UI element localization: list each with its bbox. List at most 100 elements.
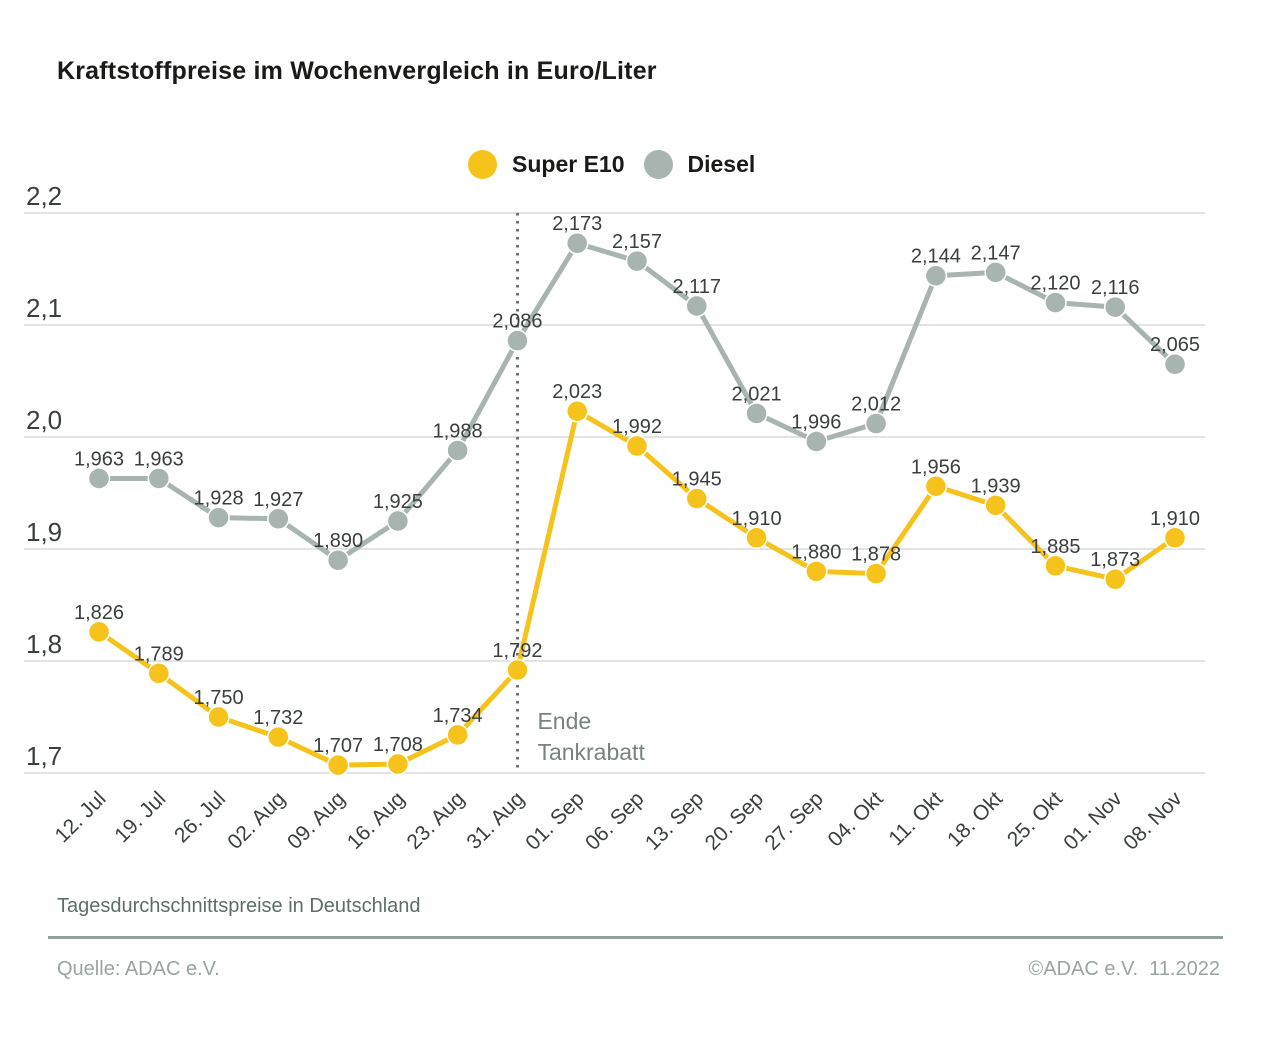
svg-text:1,927: 1,927 — [253, 489, 303, 511]
y-axis-tick-labels: 1,7 1,8 1,9 2,0 2,1 2,2 — [26, 181, 62, 771]
svg-text:2,021: 2,021 — [732, 383, 782, 405]
diesel-dot-icon — [643, 150, 673, 179]
data-point — [565, 231, 589, 255]
svg-text:13. Sep: 13. Sep — [641, 787, 708, 854]
svg-text:2,120: 2,120 — [1030, 273, 1080, 295]
svg-text:1,792: 1,792 — [492, 640, 542, 662]
svg-text:2,086: 2,086 — [492, 311, 542, 333]
data-point — [864, 412, 888, 435]
data-point — [147, 467, 171, 490]
svg-text:1,750: 1,750 — [194, 687, 244, 709]
data-point — [446, 439, 469, 462]
legend-item-diesel: Diesel — [643, 150, 756, 179]
data-point — [685, 487, 709, 510]
data-point — [1163, 526, 1187, 550]
svg-text:2,0: 2,0 — [26, 405, 62, 435]
data-point — [745, 402, 768, 425]
data-point — [267, 507, 290, 531]
data-point — [924, 264, 948, 287]
tankrabatt-annotation: Ende Tankrabatt — [537, 708, 645, 765]
svg-text:1,734: 1,734 — [433, 705, 483, 727]
svg-text:16. Aug: 16. Aug — [343, 787, 410, 854]
svg-text:1,956: 1,956 — [911, 456, 961, 478]
svg-text:01. Nov: 01. Nov — [1059, 787, 1127, 855]
svg-text:20. Sep: 20. Sep — [701, 787, 768, 854]
svg-text:1,707: 1,707 — [313, 735, 363, 757]
data-point — [207, 705, 230, 729]
svg-text:1,880: 1,880 — [791, 541, 841, 563]
svg-text:1,945: 1,945 — [672, 469, 722, 491]
legend-label-super-e10: Super E10 — [512, 151, 625, 177]
svg-text:2,023: 2,023 — [552, 381, 602, 403]
svg-text:2,157: 2,157 — [612, 231, 662, 253]
data-point — [326, 753, 350, 777]
svg-text:1,963: 1,963 — [74, 448, 124, 470]
svg-text:1,890: 1,890 — [313, 530, 363, 552]
svg-text:2,2: 2,2 — [26, 181, 62, 211]
svg-text:08. Nov: 08. Nov — [1119, 787, 1187, 855]
svg-text:1,992: 1,992 — [612, 416, 662, 438]
svg-text:2,117: 2,117 — [672, 276, 721, 298]
svg-text:02. Aug: 02. Aug — [223, 787, 290, 854]
chart-subtitle: Tagesdurchschnittspreise in Deutschland — [57, 895, 421, 917]
value-labels-diesel: 1,963 1,963 1,928 1,927 1,890 1,925 1,988 2,086… — [74, 213, 1200, 552]
svg-text:04. Okt: 04. Okt — [824, 787, 888, 851]
data-point — [267, 725, 290, 749]
footer-divider — [48, 936, 1223, 939]
data-point — [446, 723, 469, 747]
svg-text:2,012: 2,012 — [851, 394, 901, 416]
svg-text:1,996: 1,996 — [791, 411, 841, 433]
legend-item-super-e10: Super E10 — [468, 150, 625, 179]
page-title: Kraftstoffpreise im Wochenvergleich in E… — [57, 57, 657, 85]
svg-text:1,928: 1,928 — [194, 488, 244, 510]
data-point — [625, 249, 649, 273]
svg-text:1,963: 1,963 — [134, 448, 184, 470]
data-point — [386, 752, 410, 776]
svg-text:2,065: 2,065 — [1150, 334, 1200, 356]
data-point — [984, 494, 1007, 517]
svg-text:Tankrabatt: Tankrabatt — [537, 739, 645, 765]
svg-text:19. Jul: 19. Jul — [110, 787, 170, 847]
svg-text:1,878: 1,878 — [851, 544, 901, 566]
svg-text:06. Sep: 06. Sep — [581, 787, 648, 854]
svg-text:11. Okt: 11. Okt — [884, 787, 947, 850]
svg-text:26. Jul: 26. Jul — [170, 787, 230, 847]
data-point — [506, 658, 529, 682]
svg-text:1,8: 1,8 — [26, 629, 62, 659]
gridlines — [24, 212, 1205, 774]
svg-text:1,708: 1,708 — [373, 734, 423, 756]
svg-text:25. Okt: 25. Okt — [1003, 787, 1067, 851]
svg-text:2,1: 2,1 — [26, 293, 62, 323]
data-point — [984, 261, 1007, 284]
svg-text:1,988: 1,988 — [433, 420, 483, 442]
data-point — [805, 430, 828, 453]
data-point — [386, 509, 410, 533]
data-point — [565, 399, 589, 423]
svg-text:27. Sep: 27. Sep — [760, 787, 827, 854]
series-diesel — [87, 231, 1187, 572]
svg-text:1,9: 1,9 — [26, 517, 62, 547]
data-point — [864, 562, 888, 585]
super-e10-dot-icon — [468, 150, 497, 179]
svg-text:2,147: 2,147 — [971, 242, 1021, 264]
svg-text:2,173: 2,173 — [552, 213, 602, 235]
data-point — [625, 434, 649, 458]
svg-text:23. Aug: 23. Aug — [403, 787, 470, 854]
source-note: Quelle: ADAC e.V. — [57, 958, 220, 980]
copyright-note: ©ADAC e.V. 11.2022 — [1028, 958, 1220, 980]
svg-text:1,910: 1,910 — [1150, 508, 1200, 530]
svg-text:1,885: 1,885 — [1030, 536, 1080, 558]
legend-label-diesel: Diesel — [687, 151, 756, 177]
data-point — [745, 526, 768, 550]
data-point — [1103, 295, 1127, 319]
svg-text:1,7: 1,7 — [26, 741, 62, 771]
svg-text:Ende: Ende — [537, 708, 591, 734]
data-point — [506, 329, 529, 352]
data-point — [207, 506, 230, 529]
svg-text:1,732: 1,732 — [253, 707, 303, 729]
data-point — [1044, 554, 1067, 578]
data-point — [147, 662, 171, 685]
series-super-e10 — [87, 399, 1187, 777]
